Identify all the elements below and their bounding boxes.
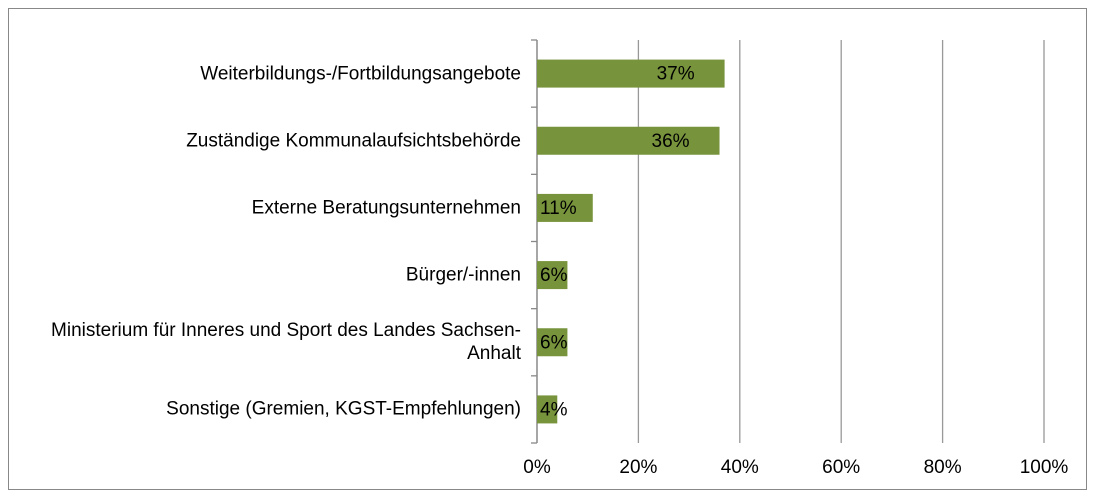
bar — [537, 395, 558, 424]
data-label: 37% — [657, 64, 695, 85]
bar — [537, 59, 725, 88]
chart-border — [8, 8, 1087, 490]
data-label: 6% — [540, 332, 568, 353]
y-tick-label: Weiterbildungs-/Fortbildungsangebote — [200, 63, 521, 85]
bar — [537, 193, 593, 222]
bar — [537, 328, 568, 357]
y-tick-label: Zuständige Kommunalaufsichtsbehörde — [186, 130, 521, 152]
bar — [537, 126, 720, 155]
data-label: 36% — [652, 131, 690, 152]
data-label: 11% — [540, 198, 577, 219]
x-tick-label: 60% — [822, 457, 860, 478]
x-tick-label: 80% — [924, 457, 962, 478]
y-tick-label: Ministerium für Inneres und Sport des La… — [51, 320, 521, 365]
data-label: 6% — [540, 265, 568, 286]
x-tick-label: 20% — [619, 457, 657, 478]
data-label: 4% — [540, 399, 568, 420]
x-tick-label: 40% — [721, 457, 759, 478]
bar — [537, 261, 568, 290]
x-tick-label: 0% — [523, 457, 551, 478]
x-tick-label: 100% — [1020, 457, 1069, 478]
y-tick-label: Externe Beratungsunternehmen — [251, 197, 521, 219]
y-tick-label: Bürger/-innen — [405, 264, 521, 286]
y-tick-label: Sonstige (Gremien, KGST-Empfehlungen) — [166, 398, 521, 420]
